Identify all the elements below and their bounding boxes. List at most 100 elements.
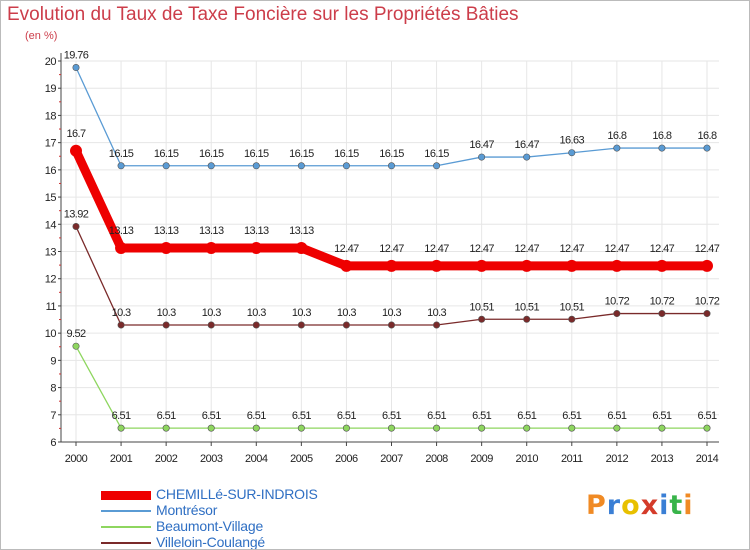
data-label: 6.51	[697, 410, 716, 422]
data-point	[568, 315, 576, 323]
data-point	[207, 424, 215, 432]
data-label: 16.8	[652, 130, 671, 142]
y-tick-label: 7	[50, 410, 56, 422]
data-point	[658, 310, 666, 318]
data-point	[387, 162, 395, 170]
data-label: 16.47	[469, 139, 494, 151]
data-label: 16.47	[514, 139, 539, 151]
data-point	[478, 424, 486, 432]
chart-title: Evolution du Taux de Taxe Foncière sur l…	[7, 4, 519, 25]
data-label: 6.51	[382, 410, 401, 422]
y-tick-label: 12	[45, 274, 57, 286]
x-tick-label: 2008	[425, 453, 448, 465]
data-point	[523, 153, 531, 161]
data-label: 16.15	[289, 148, 314, 160]
data-point	[162, 162, 170, 170]
data-point	[162, 424, 170, 432]
logo-letter: r	[606, 490, 622, 521]
y-tick-label: 9	[50, 355, 56, 367]
data-label: 12.47	[469, 243, 494, 255]
data-label: 6.51	[337, 410, 356, 422]
data-point	[523, 315, 531, 323]
data-point	[342, 321, 350, 329]
data-label: 13.13	[289, 225, 314, 237]
data-point	[568, 424, 576, 432]
legend-label: Beaumont-Village	[156, 518, 264, 534]
data-point	[613, 310, 621, 318]
data-point	[387, 424, 395, 432]
tick-labels: 6 7 8 9 10 11 12 13 14 15 16 17 18 19 20 2000 2001 2002 20…	[45, 56, 719, 465]
data-label: 13.13	[109, 225, 134, 237]
data-label: 12.47	[379, 243, 404, 255]
data-point	[297, 424, 305, 432]
y-tick-label: 11	[46, 301, 57, 313]
data-label: 6.51	[517, 410, 536, 422]
y-unit-label: (en %)	[25, 30, 58, 42]
data-point	[117, 321, 125, 329]
data-label: 10.72	[650, 296, 675, 308]
data-label: 6.51	[652, 410, 671, 422]
y-tick-label: 15	[45, 192, 57, 204]
data-label: 10.3	[247, 307, 266, 319]
data-point	[655, 259, 668, 272]
data-point	[387, 321, 395, 329]
y-tick-label: 16	[45, 165, 57, 177]
logo-letter: P	[586, 490, 607, 521]
logo-letter: o	[621, 490, 641, 521]
data-label: 16.63	[560, 135, 585, 147]
data-point	[117, 424, 125, 432]
x-tick-label: 2007	[380, 453, 403, 465]
legend-label: Villeloin-Coulangé	[156, 534, 265, 550]
data-point	[340, 259, 353, 272]
data-label: 16.15	[199, 148, 224, 160]
data-point	[342, 424, 350, 432]
data-point	[342, 162, 350, 170]
legend-swatch	[101, 542, 151, 544]
data-point	[385, 259, 398, 272]
legend-label: CHEMILLé-SUR-INDROIS	[156, 486, 318, 502]
x-tick-label: 2000	[65, 453, 88, 465]
data-point	[658, 144, 666, 152]
y-tick-label: 14	[45, 219, 57, 231]
legend-label: Montrésor	[156, 502, 218, 518]
data-point	[703, 144, 711, 152]
data-point	[297, 321, 305, 329]
x-tick-label: 2002	[155, 453, 178, 465]
data-point	[523, 424, 531, 432]
data-point	[72, 222, 80, 230]
y-tick-label: 18	[45, 110, 57, 122]
x-tick-label: 2006	[335, 453, 358, 465]
logo-letter: x	[640, 490, 660, 521]
data-point	[72, 342, 80, 350]
x-tick-label: 2001	[110, 453, 133, 465]
data-label: 16.8	[607, 130, 626, 142]
data-label: 12.47	[514, 243, 539, 255]
x-tick-label: 2004	[245, 453, 268, 465]
data-point	[475, 259, 488, 272]
data-point	[295, 241, 308, 254]
data-label: 10.3	[427, 307, 446, 319]
data-point	[160, 241, 173, 254]
data-label: 16.15	[334, 148, 359, 160]
x-tick-label: 2005	[290, 453, 313, 465]
y-tick-label: 20	[45, 56, 57, 68]
x-tick-label: 2011	[561, 453, 583, 465]
data-point	[117, 162, 125, 170]
data-label: 16.8	[697, 130, 716, 142]
data-label: 6.51	[607, 410, 626, 422]
data-label: 6.51	[157, 410, 176, 422]
data-point	[433, 424, 441, 432]
x-tick-label: 2012	[606, 453, 629, 465]
data-label: 10.3	[157, 307, 176, 319]
y-tick-label: 17	[45, 138, 57, 150]
x-tick-label: 2010	[515, 453, 538, 465]
data-point	[610, 259, 623, 272]
data-point	[703, 424, 711, 432]
data-label: 12.47	[334, 243, 359, 255]
y-tick-label: 10	[45, 328, 57, 340]
data-point	[568, 149, 576, 157]
data-label: 13.13	[154, 225, 179, 237]
data-label: 6.51	[427, 410, 446, 422]
data-label: 10.3	[112, 307, 131, 319]
